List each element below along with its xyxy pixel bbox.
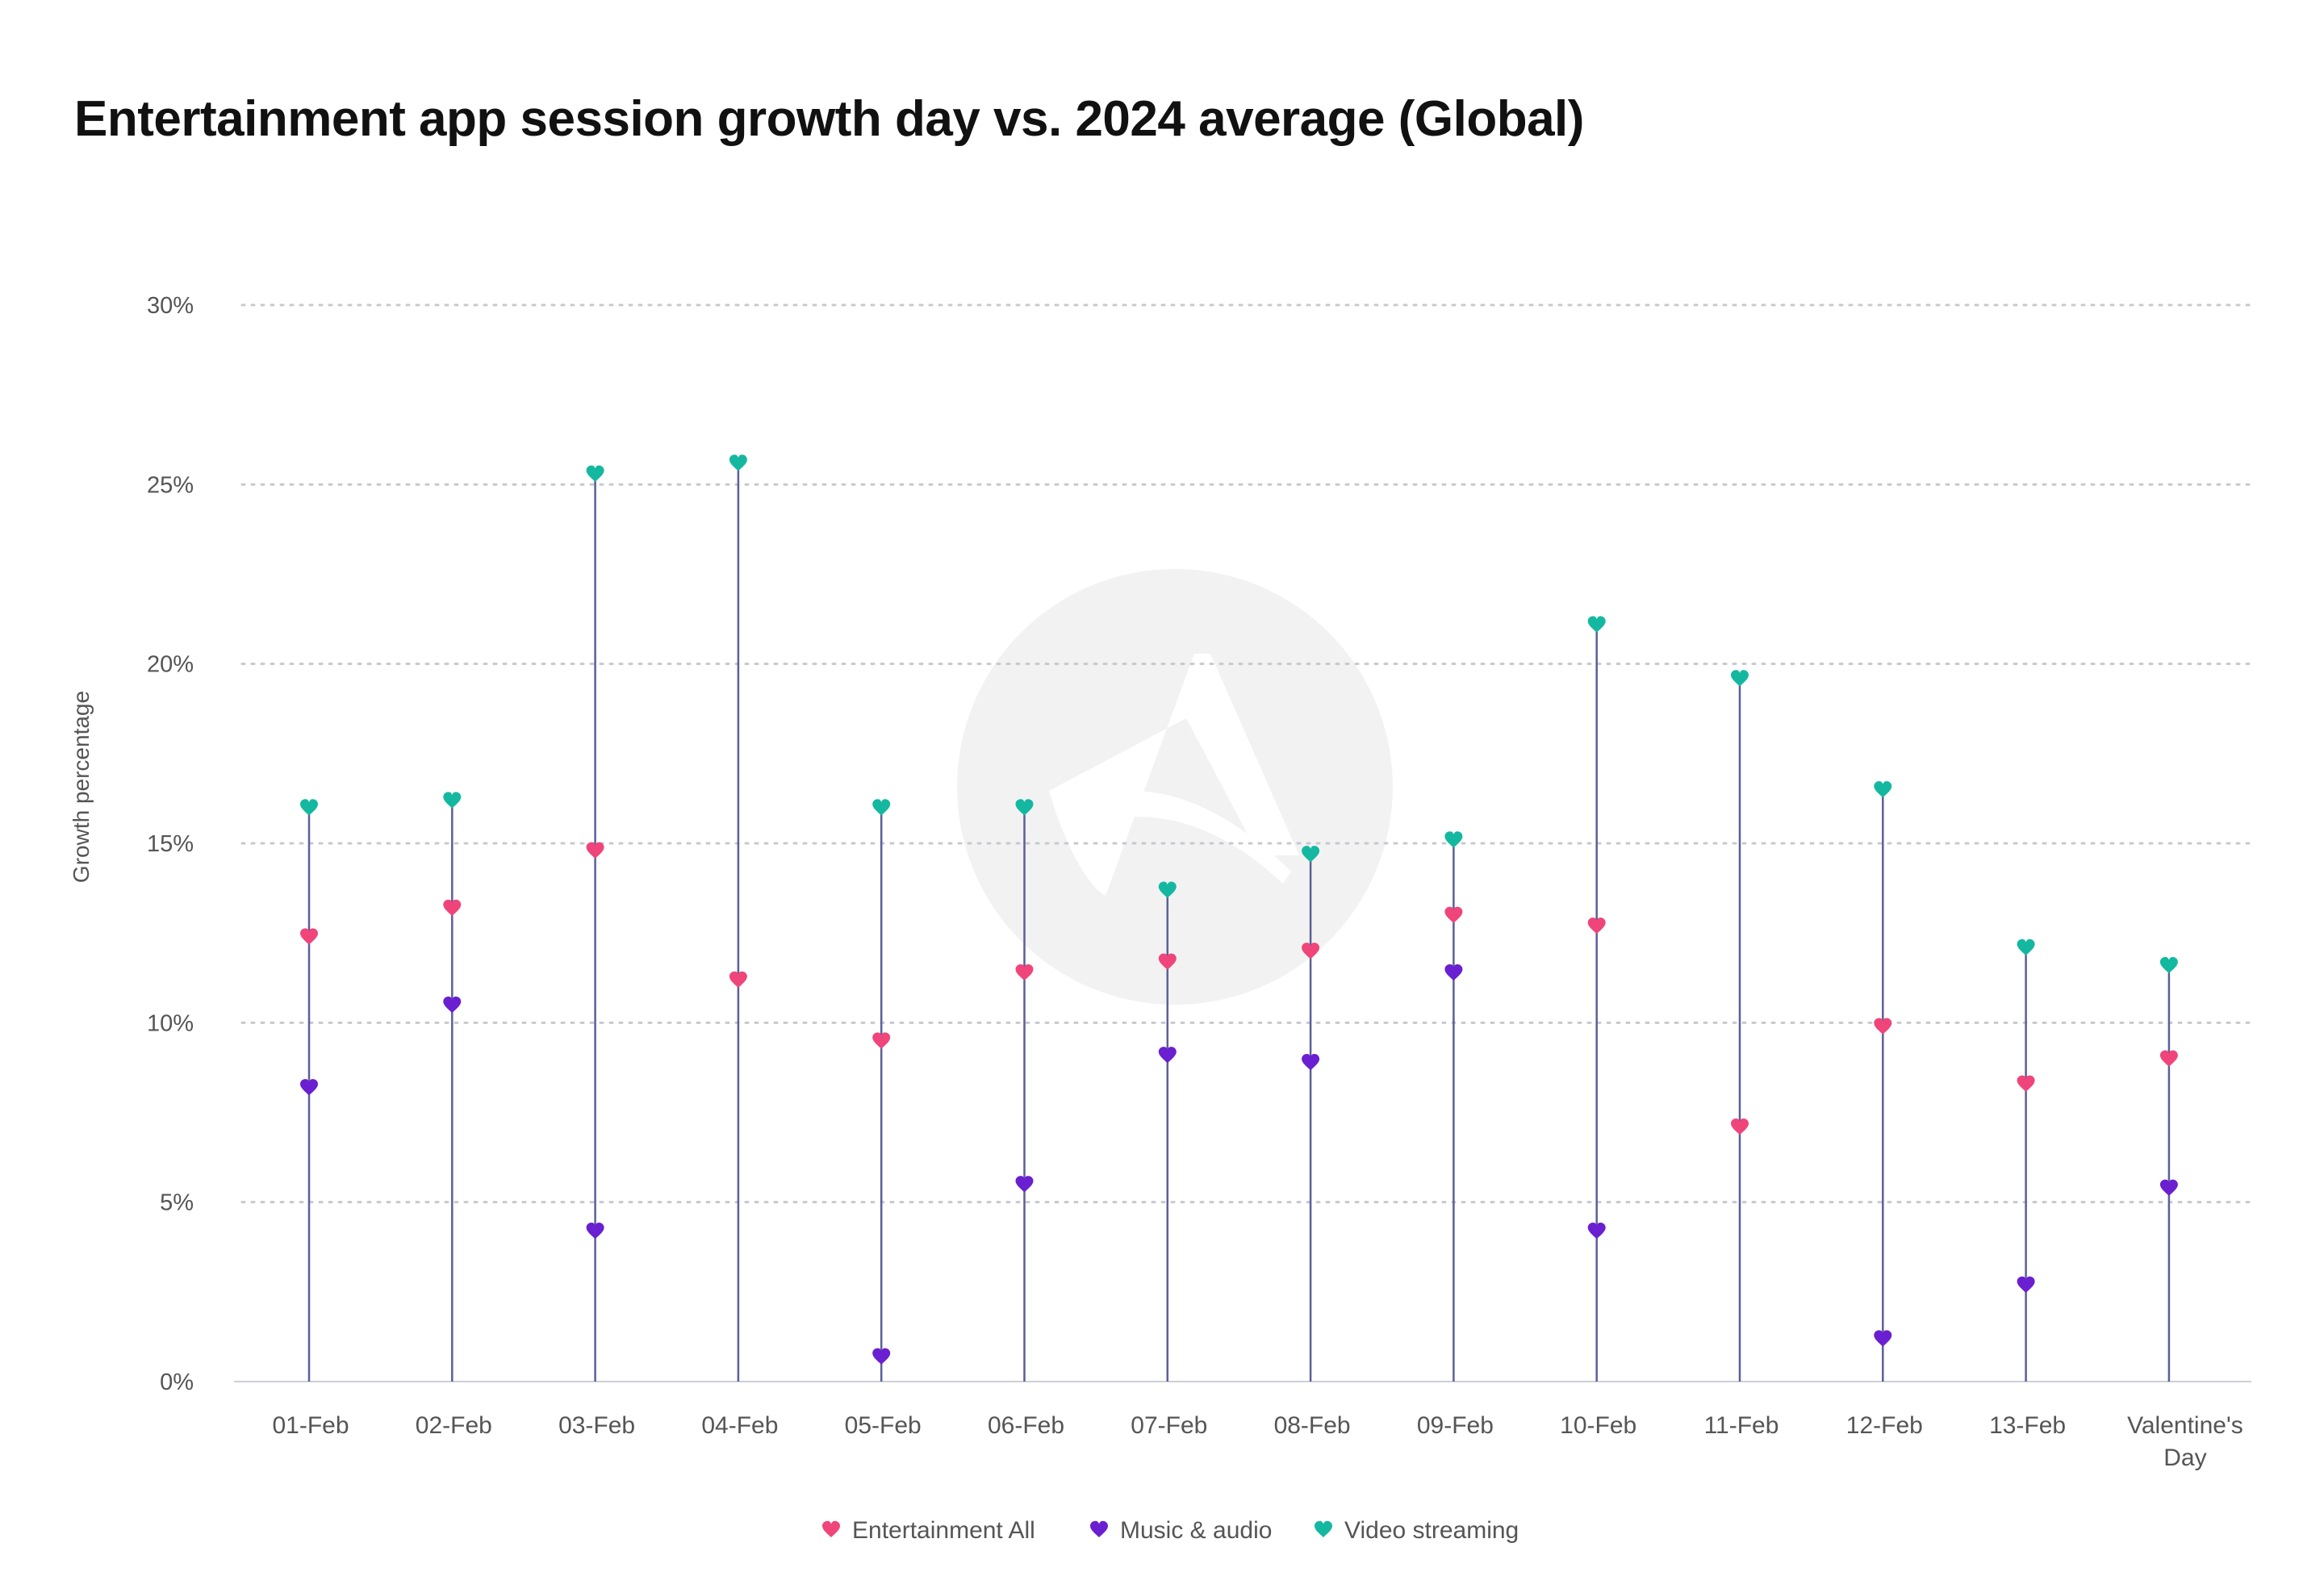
y-tick-label: 5%: [160, 1190, 194, 1216]
x-tick-label: 11-Feb: [1704, 1412, 1779, 1439]
point-entertainment-all: [1158, 953, 1177, 970]
point-entertainment-all: [2017, 1075, 2035, 1092]
y-tick-label: 25%: [147, 472, 194, 498]
point-video-streaming: [872, 799, 891, 816]
grid-layer: [240, 303, 2253, 1204]
y-tick-label: 20%: [147, 652, 194, 678]
point-music-audio: [2159, 1179, 2178, 1196]
legend-marker-icon: [822, 1520, 840, 1537]
point-entertainment-all: [586, 842, 604, 859]
point-video-streaming: [1015, 799, 1034, 816]
point-entertainment-all: [1587, 918, 1606, 934]
x-tick-label: 04-Feb: [701, 1412, 778, 1439]
legend-item-music-audio: Music & audio: [1090, 1517, 1272, 1544]
point-entertainment-all: [1874, 1018, 1892, 1035]
point-video-streaming: [443, 792, 462, 809]
y-tick-label: 30%: [147, 293, 194, 319]
point-entertainment-all: [443, 899, 462, 917]
x-tick-labels: 01-Feb 02-Feb 03-Feb 04-Feb 05-Feb 06-Feb 07-F…: [272, 1412, 2242, 1471]
legend-marker-icon: [1315, 1520, 1332, 1537]
y-axis-title: Growth percentage: [69, 691, 94, 883]
point-music-audio: [1302, 1053, 1320, 1071]
x-tick-label: 06-Feb: [988, 1412, 1064, 1439]
point-music-audio: [872, 1348, 891, 1365]
point-video-streaming: [729, 454, 747, 471]
point-video-streaming: [300, 799, 318, 816]
x-tick-label: 10-Feb: [1560, 1412, 1636, 1439]
point-entertainment-all: [2159, 1050, 2178, 1067]
point-music-audio: [1015, 1176, 1034, 1193]
x-tick-label: 13-Feb: [1989, 1412, 2066, 1439]
point-music-audio: [443, 996, 462, 1014]
legend-label: Entertainment All: [852, 1517, 1035, 1544]
point-entertainment-all: [872, 1032, 891, 1049]
x-tick-label: 02-Feb: [416, 1412, 492, 1439]
legend-marker-icon: [1090, 1520, 1108, 1537]
y-tick-label: 10%: [147, 1010, 194, 1036]
point-video-streaming: [2159, 956, 2178, 974]
x-tick-label: 12-Feb: [1846, 1412, 1923, 1439]
x-tick-label: 08-Feb: [1274, 1412, 1351, 1439]
point-entertainment-all: [1015, 964, 1034, 981]
point-video-streaming: [586, 465, 604, 482]
x-tick-label: 07-Feb: [1131, 1412, 1207, 1439]
point-video-streaming: [1158, 881, 1177, 898]
watermark-logo-icon: [957, 569, 1393, 1005]
point-music-audio: [300, 1079, 318, 1096]
legend-label: Music & audio: [1120, 1517, 1272, 1544]
point-music-audio: [586, 1222, 604, 1240]
point-layer: [300, 454, 2178, 1365]
point-video-streaming: [1731, 670, 1749, 687]
x-tick-label: 09-Feb: [1417, 1412, 1494, 1439]
point-music-audio: [1874, 1330, 1892, 1347]
point-music-audio: [1587, 1222, 1606, 1240]
point-video-streaming: [1874, 781, 1892, 798]
axis-layer: 0% 5% 10% 15% 20% 25% 30% Growth percentage: [69, 293, 2251, 1395]
legend: Entertainment All Music & audio Video stre…: [822, 1517, 1519, 1544]
point-video-streaming: [2017, 939, 2035, 955]
y-tick-label: 15%: [147, 831, 194, 857]
x-tick-label: 01-Feb: [272, 1412, 349, 1439]
x-tick-label: 03-Feb: [558, 1412, 635, 1439]
x-tick-label: 05-Feb: [845, 1412, 922, 1439]
point-entertainment-all: [300, 928, 318, 945]
point-music-audio: [1158, 1047, 1177, 1064]
chart-title: Entertainment app session growth day vs.…: [74, 91, 1584, 147]
legend-item-entertainment-all: Entertainment All: [822, 1517, 1035, 1544]
point-music-audio: [1444, 964, 1463, 981]
point-entertainment-all: [1302, 943, 1320, 960]
point-entertainment-all: [1731, 1118, 1749, 1135]
x-tick-label: Valentine's Day: [2127, 1412, 2243, 1471]
point-video-streaming: [1302, 846, 1320, 863]
point-video-streaming: [1587, 616, 1606, 633]
point-music-audio: [2017, 1276, 2035, 1293]
legend-item-video-streaming: Video streaming: [1315, 1517, 1519, 1544]
y-tick-label: 0%: [160, 1369, 194, 1395]
legend-label: Video streaming: [1344, 1517, 1519, 1544]
point-video-streaming: [1444, 831, 1463, 848]
point-entertainment-all: [729, 971, 747, 988]
point-entertainment-all: [1444, 906, 1463, 923]
